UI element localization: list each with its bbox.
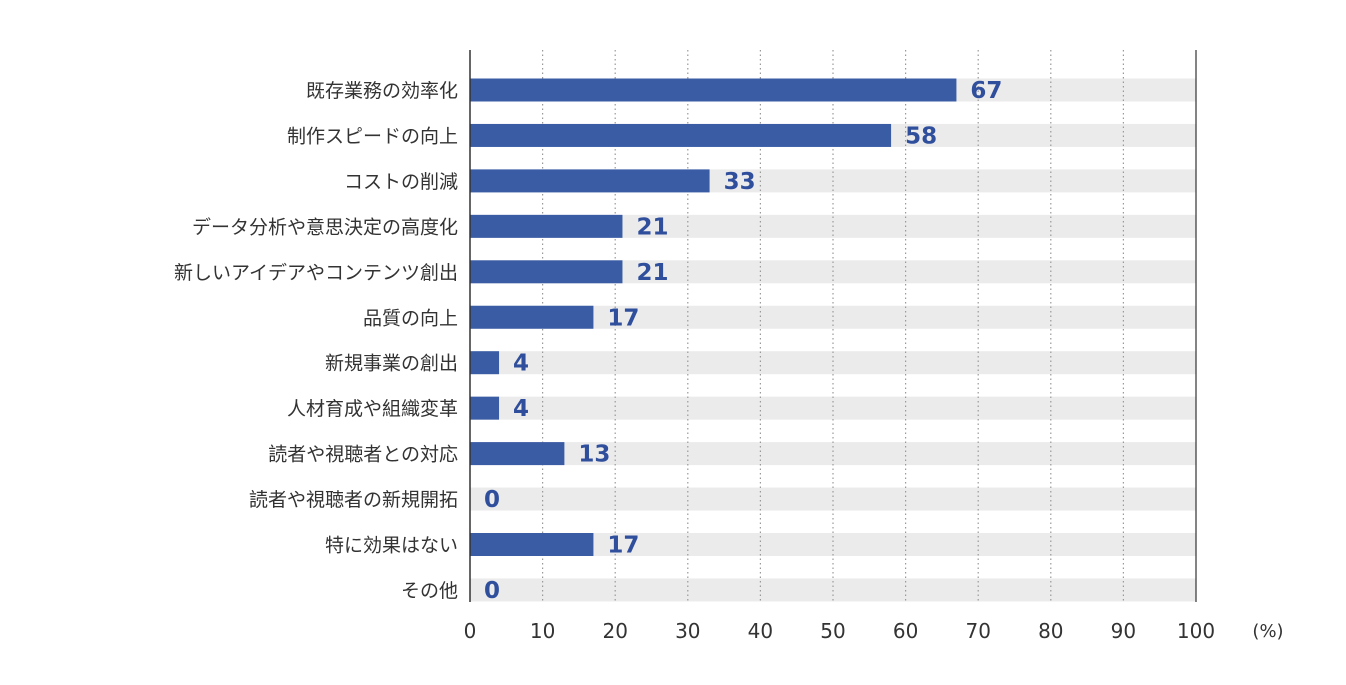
bar-track bbox=[470, 533, 1196, 556]
value-label: 0 bbox=[484, 578, 500, 604]
x-unit-label: (%) bbox=[1252, 621, 1283, 642]
bar bbox=[470, 442, 565, 466]
bar bbox=[470, 123, 892, 147]
bar-track bbox=[470, 442, 1196, 466]
x-tick-label: 70 bbox=[965, 619, 990, 643]
x-tick-label: 50 bbox=[820, 619, 845, 643]
bar bbox=[470, 351, 500, 375]
x-tick-label: 100 bbox=[1177, 619, 1215, 643]
category-label: 新しいアイデアやコンテンツ創出 bbox=[174, 262, 458, 284]
x-tick-label: 60 bbox=[893, 619, 918, 643]
category-label: コストの削減 bbox=[344, 171, 458, 193]
value-label: 0 bbox=[484, 487, 500, 513]
category-label: 既存業務の効率化 bbox=[306, 80, 458, 102]
bar bbox=[470, 533, 594, 556]
category-label: 新規事業の創出 bbox=[325, 353, 458, 375]
bar bbox=[470, 260, 623, 284]
value-label: 58 bbox=[905, 123, 937, 149]
x-tick-label: 10 bbox=[530, 619, 555, 643]
x-tick-label: 80 bbox=[1038, 619, 1063, 643]
bar bbox=[470, 169, 710, 193]
bar-track bbox=[470, 351, 1196, 375]
category-label: 特に効果はない bbox=[325, 535, 458, 557]
category-label: その他 bbox=[401, 580, 458, 602]
category-label: データ分析や意思決定の高度化 bbox=[192, 216, 458, 238]
x-tick-label: 0 bbox=[464, 619, 477, 643]
category-label: 制作スピードの向上 bbox=[287, 125, 458, 147]
value-label: 21 bbox=[636, 214, 668, 240]
bar bbox=[470, 214, 623, 238]
category-label: 人材育成や組織変革 bbox=[287, 398, 458, 420]
bar bbox=[470, 305, 594, 329]
x-tick-label: 90 bbox=[1111, 619, 1136, 643]
bar bbox=[470, 78, 957, 102]
category-label: 読者や視聴者の新規開拓 bbox=[249, 489, 458, 511]
bar-track bbox=[470, 396, 1196, 420]
value-label: 4 bbox=[513, 396, 529, 422]
value-label: 13 bbox=[578, 442, 610, 468]
bar-track bbox=[470, 305, 1196, 329]
value-label: 21 bbox=[636, 260, 668, 286]
value-label: 17 bbox=[607, 305, 639, 331]
bar bbox=[470, 396, 500, 420]
x-tick-label: 20 bbox=[602, 619, 627, 643]
bar-track bbox=[470, 578, 1196, 602]
x-tick-label: 30 bbox=[675, 619, 700, 643]
value-label: 33 bbox=[724, 169, 756, 195]
bar-track bbox=[470, 487, 1196, 511]
value-label: 17 bbox=[607, 533, 639, 559]
value-label: 4 bbox=[513, 351, 529, 377]
category-label: 読者や視聴者との対応 bbox=[268, 444, 458, 466]
category-label: 品質の向上 bbox=[363, 307, 458, 329]
x-tick-label: 40 bbox=[748, 619, 773, 643]
value-label: 67 bbox=[970, 78, 1002, 104]
